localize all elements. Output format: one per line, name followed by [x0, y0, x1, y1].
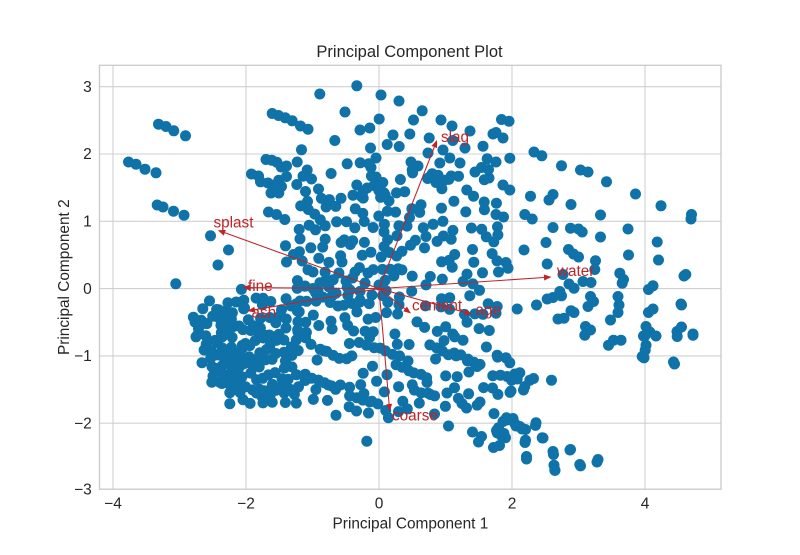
svg-text:−1: −1	[74, 348, 92, 365]
svg-text:Principal Component 2: Principal Component 2	[56, 199, 73, 355]
svg-text:−3: −3	[74, 481, 92, 498]
svg-text:slag: slag	[441, 129, 469, 146]
svg-text:ash: ash	[252, 304, 277, 321]
svg-text:age: age	[476, 302, 502, 319]
svg-text:4: 4	[641, 496, 650, 513]
svg-text:Principal Component 1: Principal Component 1	[333, 516, 489, 533]
svg-text:2: 2	[83, 146, 92, 163]
svg-text:splast: splast	[214, 214, 255, 231]
svg-text:−2: −2	[237, 496, 255, 513]
svg-text:cement: cement	[412, 297, 463, 314]
svg-text:water: water	[556, 263, 594, 280]
svg-text:0: 0	[375, 496, 384, 513]
svg-text:−2: −2	[74, 415, 92, 432]
svg-text:3: 3	[83, 79, 92, 96]
svg-text:1: 1	[83, 214, 92, 231]
svg-text:fine: fine	[248, 278, 273, 295]
svg-text:Principal Component Plot: Principal Component Plot	[316, 43, 503, 61]
svg-text:−4: −4	[104, 496, 122, 513]
svg-text:0: 0	[83, 281, 92, 298]
svg-text:coarse: coarse	[392, 408, 438, 425]
svg-text:2: 2	[508, 496, 517, 513]
